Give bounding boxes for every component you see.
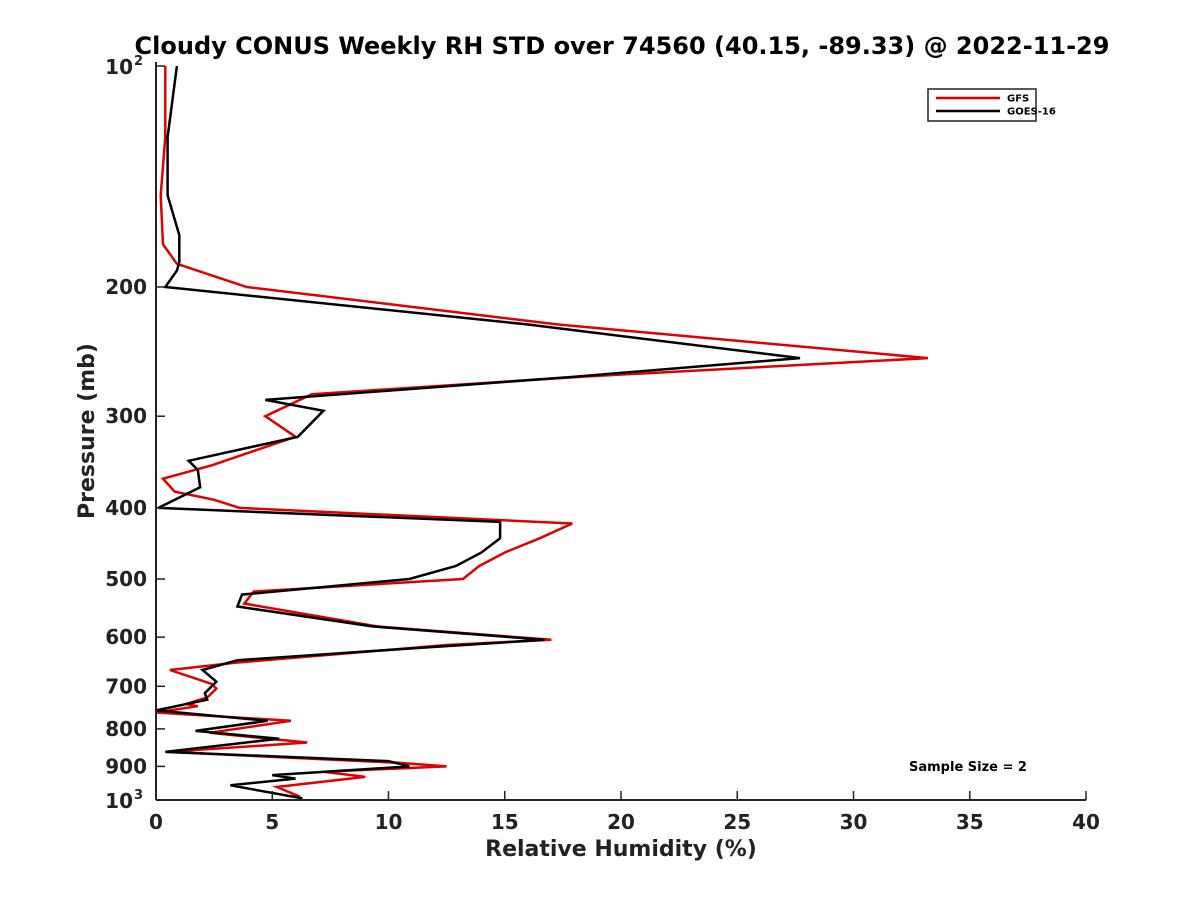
chart-title: Cloudy CONUS Weekly RH STD over 74560 (4… — [135, 32, 1110, 60]
x-tick-label: 40 — [1072, 810, 1100, 834]
x-tick-label: 15 — [491, 810, 519, 834]
legend-label-gfs: GFS — [1007, 94, 1029, 105]
y-tick-label: 10 — [105, 789, 133, 813]
sample-size-annotation: Sample Size = 2 — [909, 760, 1027, 775]
y-axis-label: Pressure (mb) — [75, 343, 100, 519]
legend: GFS GOES-16 — [927, 88, 1056, 122]
x-tick-label: 10 — [375, 810, 403, 834]
y-tick-label: 500 — [105, 567, 147, 591]
legend-box — [927, 88, 1037, 122]
legend-label-goes16: GOES-16 — [1007, 107, 1056, 118]
x-ticks: 0 5 10 15 20 25 30 35 40 — [149, 791, 1100, 834]
x-tick-label: 30 — [840, 810, 868, 834]
x-tick-label: 35 — [956, 810, 984, 834]
x-tick-label: 5 — [265, 810, 279, 834]
x-axis-label: Relative Humidity (%) — [485, 837, 757, 862]
x-tick-label: 20 — [607, 810, 635, 834]
y-tick-label: 200 — [105, 275, 147, 299]
y-tick-label: 10 — [105, 55, 133, 79]
series-line-gfs — [155, 66, 929, 798]
y-tick-label: 700 — [105, 674, 147, 698]
y-tick-label: 600 — [105, 625, 147, 649]
y-tick-label: 400 — [105, 496, 147, 520]
y-tick-exponent: 2 — [134, 54, 143, 69]
y-tick-label: 300 — [105, 404, 147, 428]
y-tick-label: 800 — [105, 717, 147, 741]
x-tick-label: 25 — [723, 810, 751, 834]
plot-lines — [155, 65, 929, 800]
y-tick-label: 900 — [105, 754, 147, 778]
x-tick-label: 0 — [149, 810, 163, 834]
series-line-goes16 — [155, 65, 801, 800]
y-tick-exponent: 3 — [134, 788, 143, 803]
